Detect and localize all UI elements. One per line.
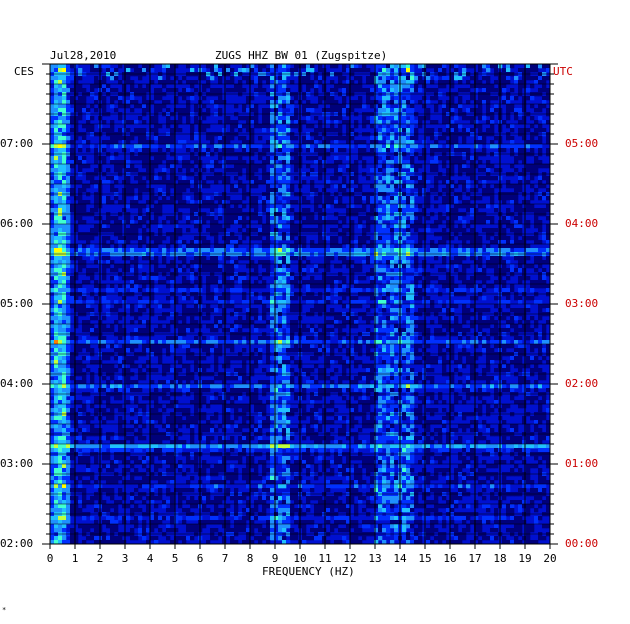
x-tick-label: 15 <box>418 552 432 565</box>
x-tick-label: 18 <box>493 552 507 565</box>
x-tick-label: 7 <box>221 552 229 565</box>
x-tick-label: 11 <box>318 552 332 565</box>
x-tick-label: 9 <box>271 552 279 565</box>
x-tick-label: 5 <box>171 552 179 565</box>
left-time-label: 07:00 <box>0 137 34 150</box>
right-timezone-label: UTC <box>553 65 573 78</box>
x-tick-label: 8 <box>246 552 254 565</box>
grid-lines <box>49 63 551 545</box>
x-axis-label: FREQUENCY (HZ) <box>262 565 355 578</box>
x-tick-label: 12 <box>343 552 357 565</box>
right-time-label: 04:00 <box>565 217 599 230</box>
left-time-label: 04:00 <box>0 377 34 390</box>
right-time-label: 00:00 <box>565 537 599 550</box>
axis-ticks <box>42 63 558 549</box>
chart-title: ZUGS HHZ BW 01 (Zugspitze) <box>215 49 388 62</box>
right-time-label: 05:00 <box>565 137 599 150</box>
right-time-label: 01:00 <box>565 457 599 470</box>
left-time-label: 05:00 <box>0 297 34 310</box>
x-tick-label: 4 <box>146 552 154 565</box>
x-tick-label: 16 <box>443 552 457 565</box>
x-tick-label: 0 <box>46 552 54 565</box>
left-timezone-label: CES <box>14 65 34 78</box>
x-tick-label: 1 <box>71 552 79 565</box>
x-tick-label: 14 <box>393 552 407 565</box>
footnote-mark: * <box>2 606 7 614</box>
right-time-label: 02:00 <box>565 377 599 390</box>
x-tick-label: 20 <box>543 552 557 565</box>
x-tick-label: 10 <box>293 552 307 565</box>
left-time-label: 06:00 <box>0 217 34 230</box>
x-tick-label: 13 <box>368 552 382 565</box>
left-time-label: 02:00 <box>0 537 34 550</box>
x-tick-label: 2 <box>96 552 104 565</box>
x-tick-label: 3 <box>121 552 129 565</box>
x-tick-label: 17 <box>468 552 482 565</box>
x-tick-label: 19 <box>518 552 532 565</box>
x-tick-label: 6 <box>196 552 204 565</box>
right-time-label: 03:00 <box>565 297 599 310</box>
left-time-label: 03:00 <box>0 457 34 470</box>
chart-date: Jul28,2010 <box>50 49 117 62</box>
